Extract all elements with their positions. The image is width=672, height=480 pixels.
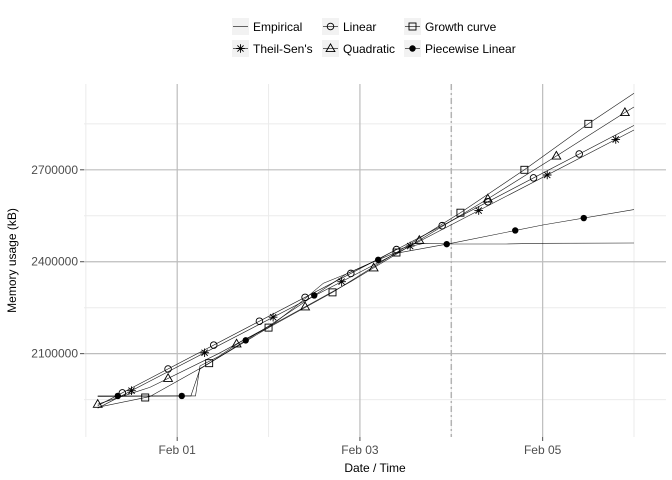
x-tick-label: Feb 05 [524, 443, 562, 457]
data-point-asterisk [268, 312, 278, 322]
series-linear [97, 125, 635, 406]
data-point-asterisk [542, 170, 552, 180]
legend: Empirical Theil-Sen's Linear Quadratic Growt… [232, 18, 516, 57]
legend-item: Piecewise Linear [404, 40, 516, 57]
data-point-triangle [368, 262, 379, 272]
data-point-filled-circle [512, 227, 519, 234]
data-point-circle [575, 150, 583, 158]
legend-item: Linear [322, 18, 376, 35]
data-point-triangle [482, 193, 494, 203]
data-point-filled-circle [311, 292, 318, 299]
legend-label: Quadratic [343, 42, 395, 56]
data-point-square [264, 323, 273, 332]
data-point-filled-circle [114, 392, 122, 400]
data-point-filled-circle [580, 214, 587, 222]
series-piecewise-linear [97, 209, 635, 400]
data-point-triangle [325, 42, 336, 53]
data-point-asterisk [127, 386, 136, 395]
x-tick-label: Feb 01 [159, 443, 197, 457]
y-tick-label: 2700000 [31, 163, 78, 177]
data-point-circle [255, 317, 264, 325]
x-axis-label: Date / Time [344, 461, 406, 475]
series-line [97, 129, 635, 409]
data-point-circle [326, 22, 335, 31]
y-tick-label: 2400000 [31, 255, 78, 269]
data-point-circle [529, 174, 538, 182]
data-point-asterisk [236, 44, 245, 53]
series-theil-sen-s [97, 129, 635, 409]
legend-item: Theil-Sen's [232, 40, 313, 57]
data-point-square [520, 165, 529, 174]
y-axis-ticks: 2100000 2400000 2700000 [31, 163, 84, 361]
grid-major [84, 84, 666, 437]
legend-item: Growth curve [404, 18, 497, 35]
legend-item: Quadratic [322, 40, 395, 57]
legend-item: Empirical [232, 18, 302, 35]
legend-label: Linear [343, 20, 376, 34]
y-tick-label: 2100000 [31, 347, 78, 361]
series-line [97, 125, 635, 406]
data-point-filled-circle [443, 240, 450, 248]
legend-label: Empirical [253, 20, 302, 34]
legend-label: Piecewise Linear [425, 42, 516, 56]
series-line [97, 92, 635, 408]
data-point-square [456, 208, 465, 217]
data-point-asterisk [200, 348, 209, 358]
data-point-filled-circle [374, 256, 382, 264]
data-point-circle [164, 365, 172, 373]
legend-label: Growth curve [425, 20, 497, 34]
data-point-square [141, 393, 150, 402]
data-point-asterisk [611, 135, 621, 144]
data-point-square [328, 288, 337, 297]
data-point-asterisk [474, 206, 483, 215]
data-point-circle [301, 293, 309, 302]
series-layer [92, 92, 635, 409]
series-empirical [97, 242, 635, 397]
data-point-circle [209, 341, 218, 349]
series-line [97, 106, 635, 405]
x-axis-ticks: Feb 01 Feb 03 Feb 05 [159, 437, 562, 457]
data-point-square [408, 22, 417, 31]
series-growth-curve [97, 92, 635, 408]
data-point-triangle [619, 106, 631, 117]
data-point-asterisk [337, 277, 346, 286]
x-tick-label: Feb 03 [341, 443, 379, 457]
series-line [97, 209, 635, 397]
series-quadratic [92, 106, 635, 408]
data-point-square [205, 359, 214, 368]
y-axis-label: Memory usage (kB) [5, 208, 19, 313]
data-point-triangle [162, 372, 174, 382]
series-line [97, 242, 635, 397]
legend-label: Theil-Sen's [253, 42, 313, 56]
data-point-filled-circle [242, 337, 249, 344]
data-point-triangle [551, 150, 562, 160]
data-point-circle [438, 221, 446, 230]
data-point-square [584, 119, 593, 128]
data-point-filled-circle [178, 392, 185, 400]
data-point-filled-circle [409, 45, 416, 52]
